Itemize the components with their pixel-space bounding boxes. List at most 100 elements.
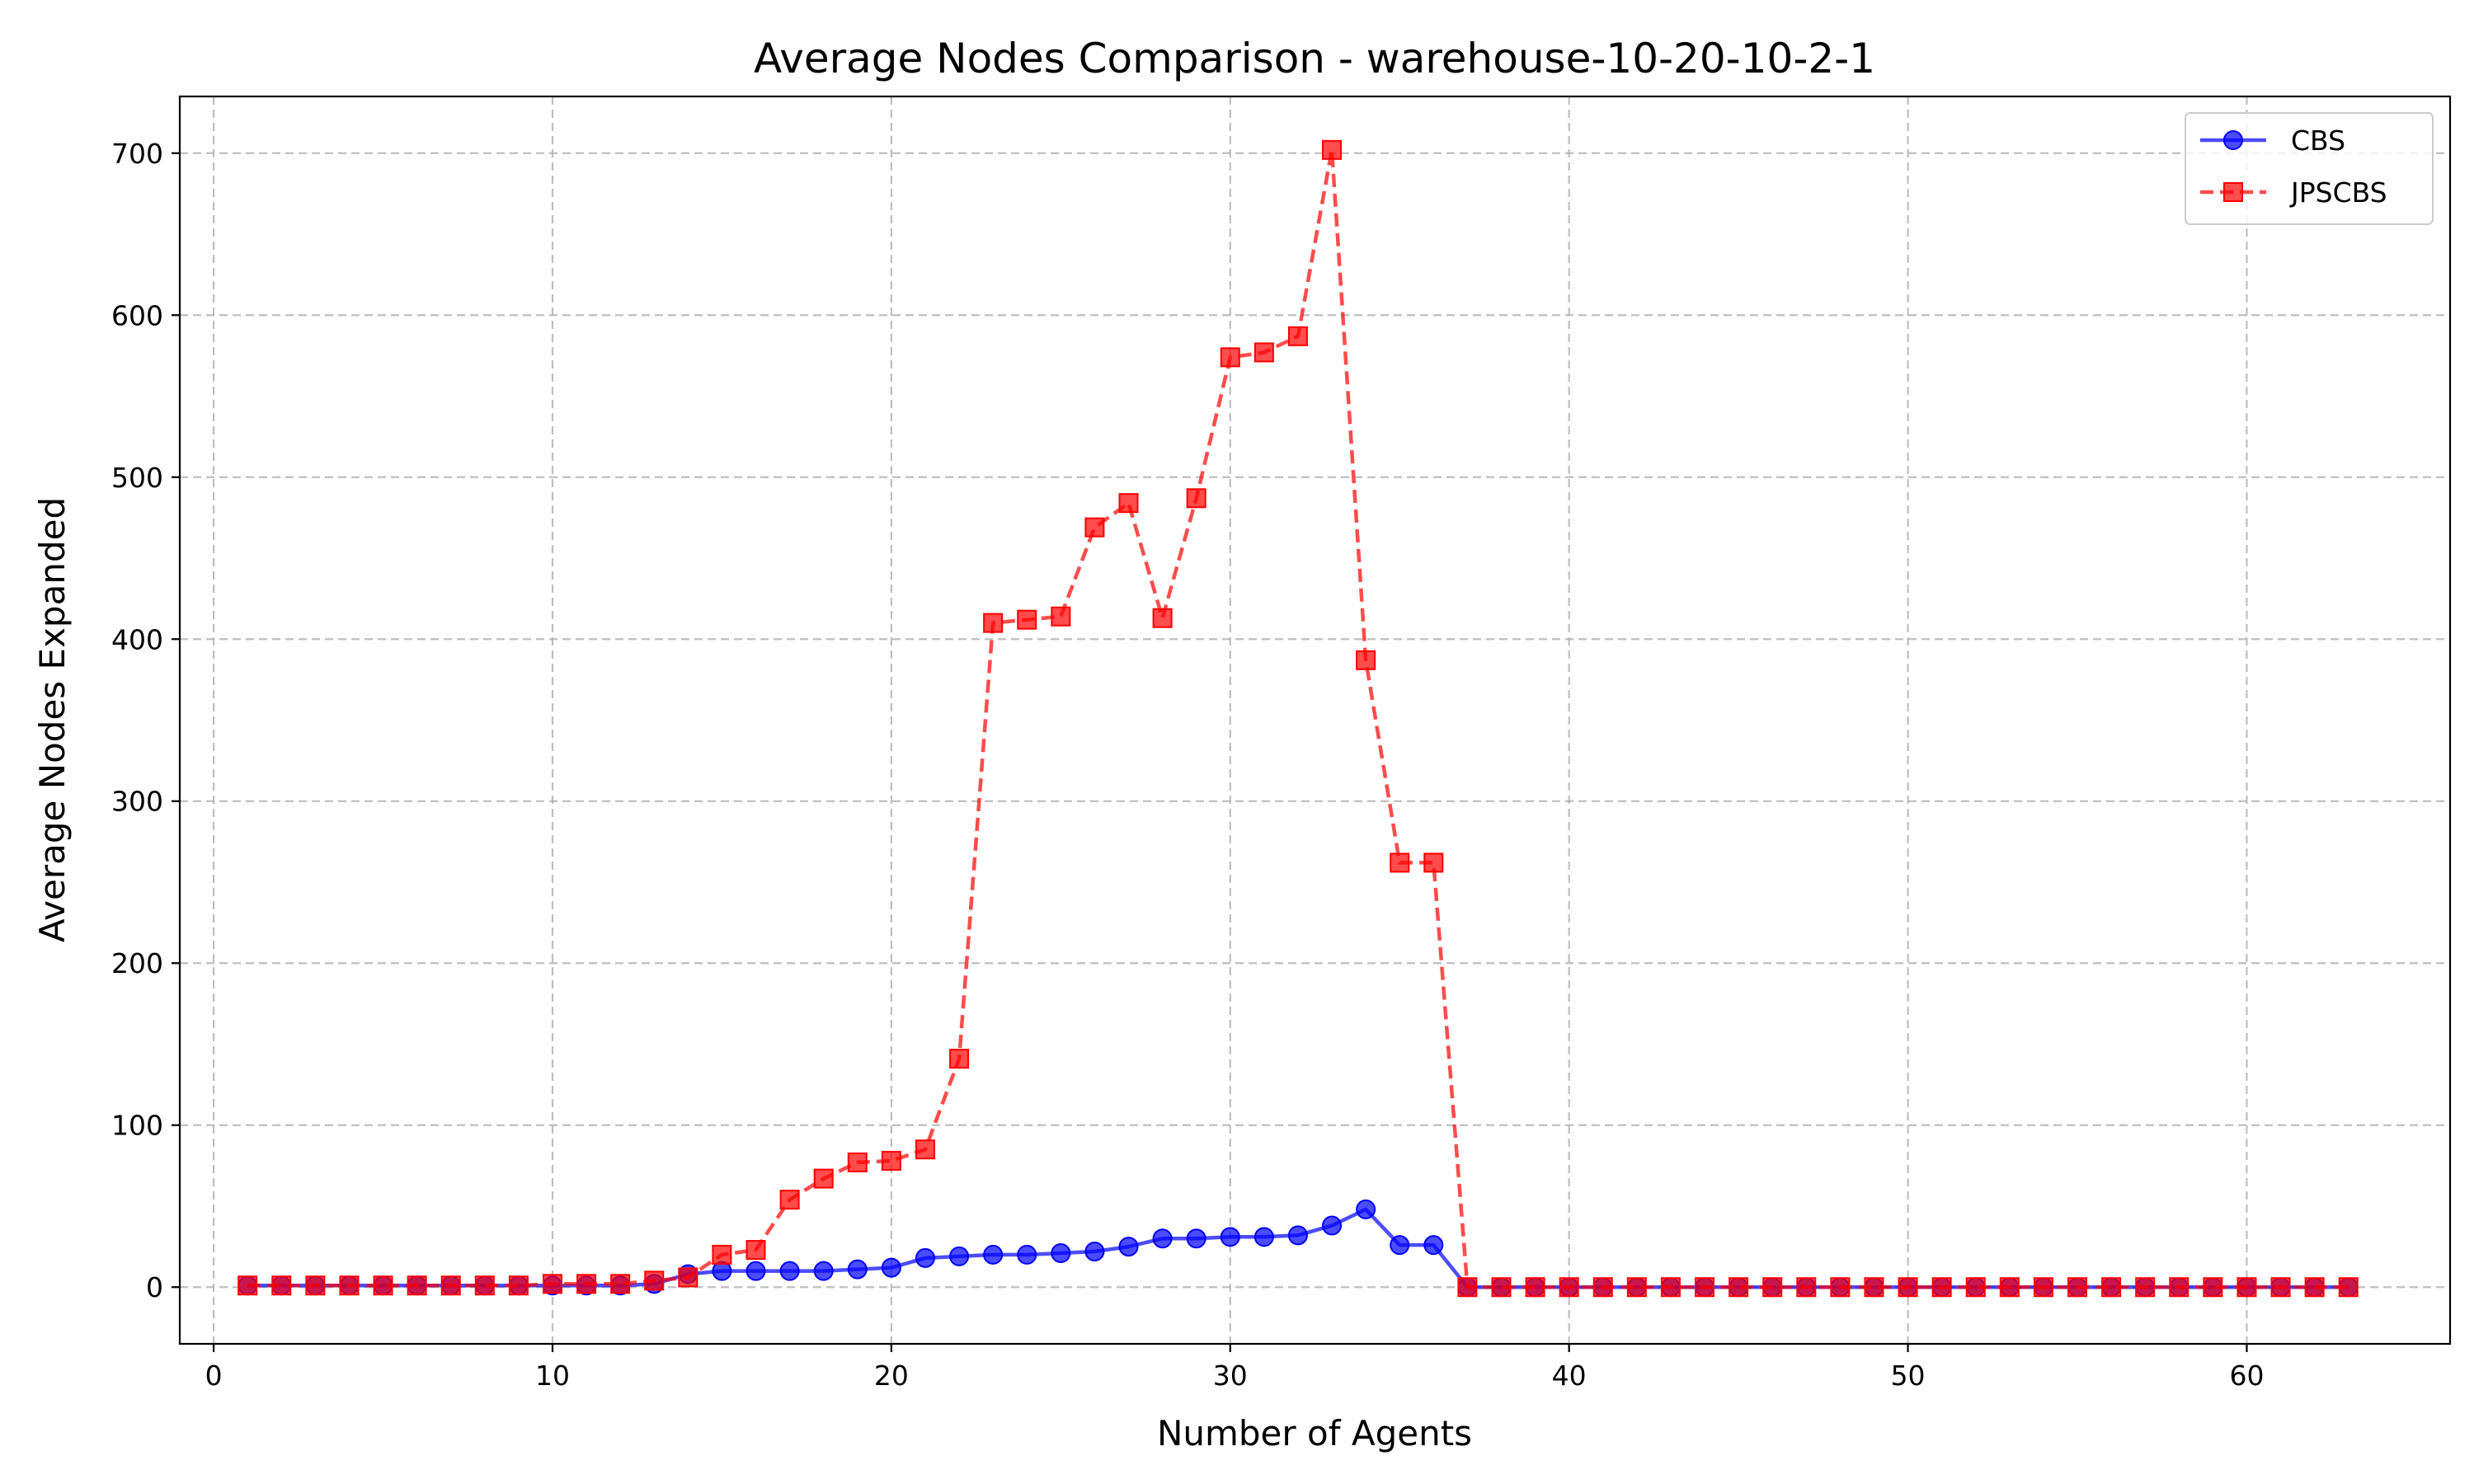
- jpscbs-point: [1762, 1277, 1783, 1298]
- x-tick-label: 60: [2229, 1360, 2264, 1392]
- jpscbs-point: [1322, 139, 1343, 160]
- cbs-point: [881, 1257, 901, 1278]
- jpscbs-point: [1253, 342, 1274, 363]
- jpscbs-point: [2236, 1277, 2257, 1298]
- jpscbs-point: [1051, 606, 1071, 627]
- jpscbs-point: [712, 1244, 732, 1265]
- jpscbs-point: [305, 1275, 326, 1296]
- x-tick-label: 20: [874, 1360, 909, 1392]
- cbs-point: [779, 1261, 800, 1281]
- legend-cbs-marker: [2223, 130, 2243, 150]
- cbs-point: [915, 1247, 935, 1268]
- jpscbs-point: [1525, 1277, 1545, 1298]
- jpscbs-point: [1898, 1277, 1918, 1298]
- legend-jpscbs-marker: [2223, 182, 2243, 202]
- jpscbs-point: [983, 613, 1004, 633]
- y-tick-label: 0: [146, 1271, 163, 1303]
- cbs-point: [983, 1244, 1004, 1265]
- cbs-point: [1423, 1235, 1444, 1256]
- jpscbs-point: [678, 1267, 698, 1288]
- jpscbs-point: [1864, 1277, 1884, 1298]
- jpscbs-point: [474, 1275, 495, 1296]
- plot-area-frame: [178, 95, 2452, 1345]
- jpscbs-point: [915, 1139, 935, 1160]
- y-tick-label: 200: [111, 947, 163, 979]
- y-tick-label: 700: [111, 138, 163, 170]
- y-tick-label: 300: [111, 786, 163, 818]
- jpscbs-point: [339, 1275, 360, 1296]
- cbs-point: [1322, 1215, 1343, 1236]
- jpscbs-point: [1491, 1277, 1512, 1298]
- jpscbs-point: [644, 1270, 665, 1291]
- x-tick-label: 30: [1213, 1360, 1248, 1392]
- cbs-point: [813, 1261, 834, 1281]
- cbs-point: [1084, 1241, 1105, 1261]
- jpscbs-point: [576, 1274, 597, 1294]
- x-tick-label: 40: [1552, 1360, 1587, 1392]
- jpscbs-line: [247, 148, 2349, 1289]
- jpscbs-point: [1390, 852, 1410, 873]
- jpscbs-point: [1931, 1277, 1952, 1298]
- cbs-point: [1186, 1228, 1206, 1249]
- jpscbs-point: [1152, 608, 1173, 628]
- jpscbs-point: [2338, 1277, 2359, 1298]
- jpscbs-point: [1796, 1277, 1817, 1298]
- y-tick-label: 600: [111, 299, 163, 331]
- jpscbs-point: [2067, 1277, 2088, 1298]
- cbs-point: [1287, 1225, 1308, 1246]
- jpscbs-point: [2135, 1277, 2156, 1298]
- jpscbs-point: [508, 1275, 529, 1296]
- x-tick-label: 50: [1891, 1360, 1926, 1392]
- jpscbs-point: [1084, 517, 1105, 538]
- jpscbs-point: [2304, 1277, 2325, 1298]
- jpscbs-point: [1457, 1277, 1478, 1298]
- jpscbs-point: [745, 1240, 766, 1261]
- y-tick-label: 100: [111, 1110, 163, 1142]
- jpscbs-point: [271, 1275, 292, 1296]
- cbs-point: [1356, 1199, 1376, 1219]
- jpscbs-series: [238, 139, 2359, 1298]
- jpscbs-point: [949, 1049, 970, 1069]
- jpscbs-point: [1423, 852, 1444, 873]
- jpscbs-point: [1695, 1277, 1715, 1298]
- x-tick-label: 0: [205, 1360, 223, 1392]
- jpscbs-point: [1626, 1277, 1647, 1298]
- jpscbs-point: [238, 1275, 258, 1296]
- jpscbs-point: [610, 1274, 631, 1294]
- x-axis-label: Number of Agents: [1157, 1413, 1472, 1453]
- jpscbs-point: [1118, 493, 1139, 514]
- jpscbs-point: [2101, 1277, 2122, 1298]
- jpscbs-point: [2203, 1277, 2223, 1298]
- cbs-point: [1253, 1227, 1274, 1247]
- jpscbs-point: [373, 1275, 393, 1296]
- series-layer: [238, 139, 2359, 1298]
- jpscbs-point: [813, 1168, 834, 1189]
- cbs-point: [1051, 1242, 1071, 1263]
- legend: CBS JPSCBS: [2185, 112, 2434, 225]
- jpscbs-point: [542, 1274, 562, 1294]
- y-axis-label: Average Nodes Expanded: [32, 497, 73, 942]
- y-tick-label: 500: [111, 462, 163, 494]
- jpscbs-point: [779, 1190, 800, 1210]
- jpscbs-point: [2033, 1277, 2053, 1298]
- jpscbs-point: [1830, 1277, 1851, 1298]
- jpscbs-point: [1356, 650, 1376, 670]
- legend-cbs-label: CBS: [2291, 124, 2345, 157]
- cbs-point: [1152, 1228, 1173, 1249]
- cbs-point: [847, 1259, 868, 1280]
- grid: [180, 96, 2450, 1344]
- jpscbs-point: [2169, 1277, 2189, 1298]
- jpscbs-point: [847, 1152, 868, 1172]
- cbs-point: [1220, 1227, 1240, 1247]
- jpscbs-point: [1999, 1277, 2020, 1298]
- cbs-point: [1390, 1235, 1410, 1256]
- jpscbs-point: [1220, 347, 1240, 368]
- jpscbs-point: [440, 1275, 461, 1296]
- jpscbs-point: [407, 1275, 427, 1296]
- jpscbs-point: [1729, 1277, 1749, 1298]
- jpscbs-point: [1287, 326, 1308, 346]
- jpscbs-point: [1186, 488, 1206, 509]
- cbs-point: [1118, 1237, 1139, 1257]
- jpscbs-point: [1559, 1277, 1579, 1298]
